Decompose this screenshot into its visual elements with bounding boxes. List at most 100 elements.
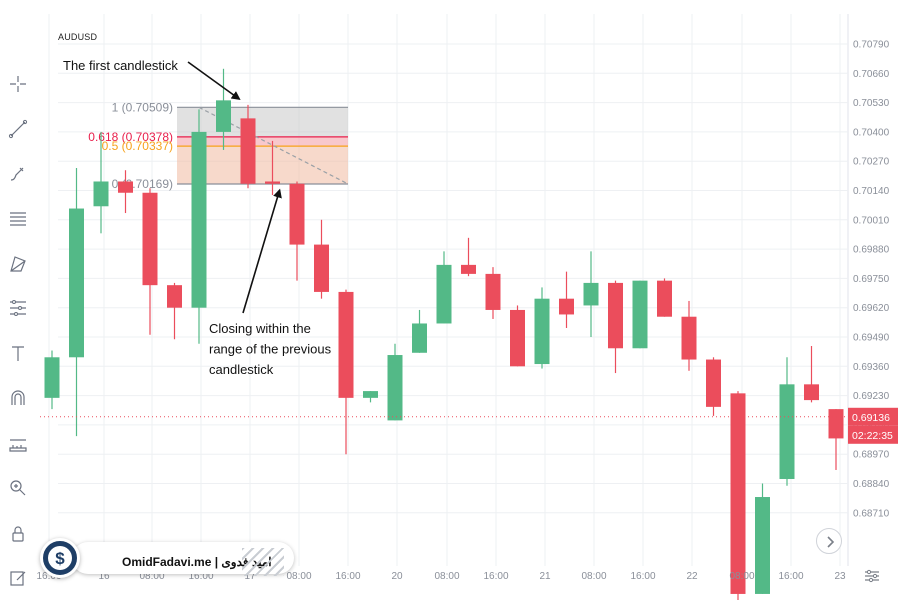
bullish-candle [755, 483, 770, 594]
x-tick-label: 23 [834, 571, 846, 582]
candle-body [363, 391, 378, 398]
brush-icon[interactable] [6, 162, 30, 186]
bullish-candle [191, 109, 207, 344]
candle-body [191, 131, 207, 308]
x-tick-label: 16:00 [36, 571, 61, 582]
sliders-icon [865, 569, 879, 583]
x-tick-label: 21 [539, 571, 551, 582]
candle-body [608, 282, 623, 349]
bearish-candle [289, 181, 305, 281]
measure-icon[interactable] [6, 432, 30, 456]
trend-line-icon[interactable] [6, 117, 30, 141]
candle-body [240, 118, 256, 184]
settings-button[interactable] [862, 566, 882, 586]
drawing-toolbar [0, 60, 36, 600]
x-tick-label: 17 [244, 571, 256, 582]
annotation-closing-line: Closing within the [209, 321, 311, 336]
text-icon[interactable] [6, 342, 30, 366]
candle-body [706, 359, 721, 407]
y-tick-label: 0.68710 [853, 508, 890, 519]
bearish-candle [510, 305, 525, 367]
fib-level-label: 0.618 (0.70378) [88, 130, 173, 144]
y-tick-label: 0.70530 [853, 98, 890, 109]
annotation-first-candlestick: The first candlestick [63, 58, 178, 73]
y-tick-label: 0.70270 [853, 157, 890, 168]
candle-body [412, 323, 427, 353]
dollar-coin-icon: $ [40, 538, 80, 578]
bearish-candle [681, 300, 697, 371]
watermark-badge: OmidFadavi.me | امید فدوی $ [40, 538, 305, 578]
bullish-candle [779, 357, 795, 486]
y-tick-label: 0.70010 [853, 215, 890, 226]
chevron-right-icon [827, 536, 835, 548]
bearish-candle [559, 271, 574, 328]
bullish-candle [363, 391, 378, 403]
annotation-arrow [187, 61, 241, 101]
y-tick-label: 0.70660 [853, 69, 890, 80]
fib-tools-icon[interactable] [6, 296, 30, 320]
bearish-candle [314, 219, 329, 299]
bullish-candle [69, 167, 84, 437]
bearish-candle [730, 391, 746, 600]
candle-body [436, 264, 452, 324]
candle-body [755, 497, 770, 594]
candle-body [510, 309, 525, 367]
candle-body [118, 181, 133, 193]
y-tick-label: 0.68840 [853, 479, 890, 490]
candle-body [216, 100, 231, 132]
x-tick-label: 16:00 [778, 571, 803, 582]
candles [44, 68, 844, 600]
candle-body [804, 384, 819, 401]
x-tick-label: 16:00 [630, 571, 655, 582]
bearish-candle [142, 188, 158, 335]
bearish-candle [828, 409, 844, 470]
y-tick-label: 0.69360 [853, 362, 890, 373]
bullish-candle [632, 280, 648, 349]
horizontal-lines-icon[interactable] [6, 206, 30, 230]
bearish-candle [804, 346, 819, 403]
x-tick-label: 16:00 [483, 571, 508, 582]
y-tick-label: 0.70790 [853, 40, 890, 51]
y-tick-label: 0.68970 [853, 450, 890, 461]
candle-body [583, 282, 599, 306]
x-tick-label: 16 [98, 571, 110, 582]
y-tick-label: 0.69620 [853, 303, 890, 314]
pattern-icon[interactable] [6, 252, 30, 276]
annotation-closing-line: range of the previous [209, 342, 332, 357]
candle-body [485, 273, 501, 310]
x-tick-label: 16:00 [335, 571, 360, 582]
candle-body [730, 393, 746, 594]
candle-body [167, 285, 182, 308]
x-tick-label: 16:00 [188, 571, 213, 582]
x-tick-label: 08:00 [581, 571, 606, 582]
candle-body [289, 183, 305, 245]
current-price-value: 0.69136 [852, 412, 890, 424]
bearish-candle [167, 282, 182, 340]
lock-icon[interactable] [6, 522, 30, 546]
y-tick-label: 0.70400 [853, 127, 890, 138]
candle-body [69, 208, 84, 358]
y-tick-label: 0.69230 [853, 391, 890, 402]
fib-level-label: 1 (0.70509) [112, 100, 173, 114]
x-tick-label: 08:00 [729, 571, 754, 582]
annotation-arrow [242, 188, 282, 314]
watermark-stripes [242, 548, 284, 576]
candle-body [559, 298, 574, 315]
bearish-candle [706, 357, 721, 416]
crosshair-icon[interactable] [6, 72, 30, 96]
y-axis: 0.70790 0.70660 0.70530 0.70400 0.70270 0.701… [40, 40, 898, 519]
candle-body [142, 192, 158, 286]
countdown-timer: 02:22:35 [852, 430, 893, 442]
magnet-icon[interactable] [6, 386, 30, 410]
candle-body [828, 409, 844, 439]
x-tick-label: 08:00 [434, 571, 459, 582]
bearish-candle [265, 140, 280, 196]
y-tick-label: 0.69490 [853, 333, 890, 344]
scroll-right-button[interactable] [816, 528, 842, 554]
edit-icon[interactable] [6, 566, 30, 590]
bullish-candle [583, 251, 599, 337]
zoom-icon[interactable] [6, 476, 30, 500]
x-tick-label: 08:00 [139, 571, 164, 582]
